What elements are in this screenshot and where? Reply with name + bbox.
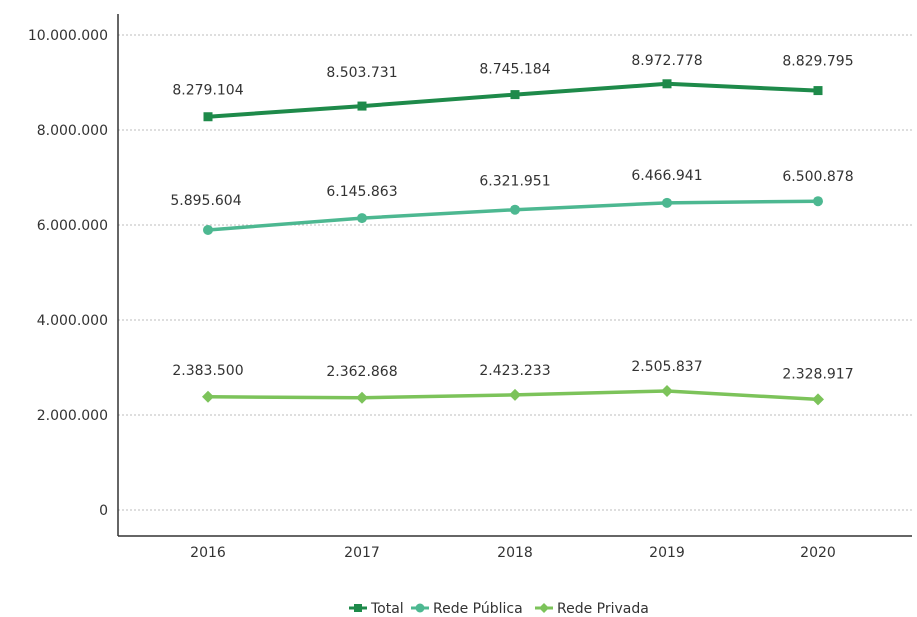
data-label: 2.383.500 xyxy=(172,363,243,379)
data-point-total xyxy=(203,112,213,122)
data-label: 8.972.778 xyxy=(631,53,702,69)
data-point-rede-pública xyxy=(203,224,213,235)
series xyxy=(202,79,824,406)
data-labels: 8.279.104 8.503.731 8.745.184 8.972.778 8.82… xyxy=(170,53,853,383)
data-point-rede-privada xyxy=(202,390,214,403)
data-point-rede-privada xyxy=(356,391,368,404)
data-point-total xyxy=(662,79,672,89)
data-point-rede-pública xyxy=(357,213,367,224)
x-tick-label: 2019 xyxy=(649,545,685,561)
data-label: 8.279.104 xyxy=(172,83,243,99)
x-tick-label: 2016 xyxy=(190,545,226,561)
data-point-rede-privada xyxy=(509,388,521,401)
legend-label: Rede Pública xyxy=(433,601,523,617)
y-tick-label: 8.000.000 xyxy=(37,123,108,139)
data-point-rede-privada xyxy=(661,384,673,397)
data-point-total xyxy=(813,86,823,96)
legend: Total Rede Pública Rede Privada xyxy=(349,601,649,617)
data-label: 8.503.731 xyxy=(326,65,397,81)
data-point-total xyxy=(510,90,520,100)
legend-item: Total xyxy=(349,601,404,617)
series-line-total xyxy=(206,81,820,119)
data-label: 8.829.795 xyxy=(782,54,853,70)
data-label: 2.423.233 xyxy=(479,363,550,379)
data-label: 2.505.837 xyxy=(631,359,702,375)
grid xyxy=(118,34,912,511)
y-tick-label: 0 xyxy=(99,503,108,519)
y-tick-label: 10.000.000 xyxy=(28,28,108,44)
data-point-rede-pública xyxy=(813,196,823,207)
legend-item: Rede Pública xyxy=(411,601,523,617)
legend-label: Total xyxy=(370,601,404,617)
y-tick-label: 2.000.000 xyxy=(37,408,108,424)
x-tick-label: 2020 xyxy=(800,545,836,561)
x-tick-label: 2018 xyxy=(497,545,533,561)
data-label: 2.328.917 xyxy=(782,366,853,382)
data-point-rede-pública xyxy=(510,204,520,215)
x-tick-label: 2017 xyxy=(344,545,380,561)
data-label: 6.500.878 xyxy=(782,169,853,185)
y-tick-label: 4.000.000 xyxy=(37,313,108,329)
data-point-total xyxy=(357,101,367,111)
data-label: 8.745.184 xyxy=(479,62,550,78)
legend-marker-icon xyxy=(354,604,362,612)
legend-label: Rede Privada xyxy=(557,601,649,617)
data-point-rede-privada xyxy=(812,393,824,406)
x-tick-labels: 2016 2017 2018 2019 2020 xyxy=(190,545,836,561)
legend-marker-icon xyxy=(539,603,549,613)
data-label: 6.145.863 xyxy=(326,184,397,200)
y-tick-label: 6.000.000 xyxy=(37,218,108,234)
y-tick-labels: 0 2.000.000 4.000.000 6.000.000 8.000.000 10.… xyxy=(28,28,108,519)
data-label: 5.895.604 xyxy=(170,193,241,209)
axes xyxy=(117,14,912,537)
legend-marker-icon xyxy=(415,603,425,613)
data-label: 2.362.868 xyxy=(326,364,397,380)
data-point-rede-pública xyxy=(662,197,672,208)
data-label: 6.321.951 xyxy=(479,174,550,190)
data-label: 6.466.941 xyxy=(631,168,702,184)
legend-item: Rede Privada xyxy=(535,601,649,617)
